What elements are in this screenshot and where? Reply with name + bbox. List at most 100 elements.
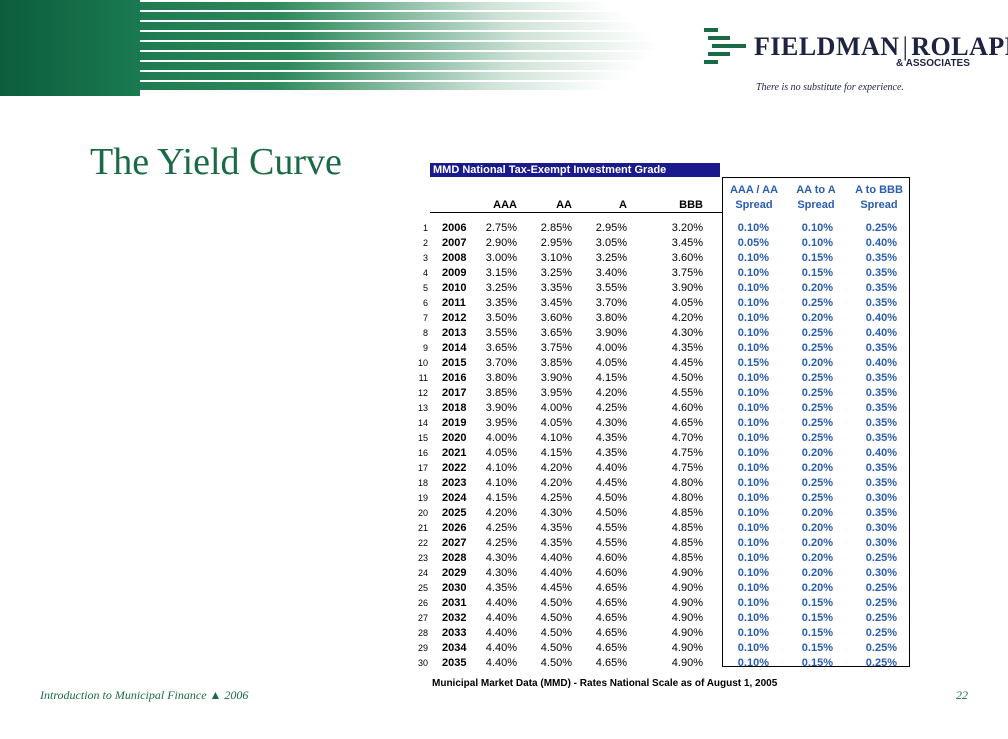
cell-s1: 0.10% — [737, 282, 769, 294]
cell-idx: 17 — [417, 463, 428, 473]
cell-a: 4.60% — [595, 567, 627, 579]
cell-aa: 4.15% — [540, 447, 572, 459]
header-stripe — [0, 82, 610, 90]
header-aa: AA — [556, 199, 572, 211]
cell-aa: 4.35% — [540, 522, 572, 534]
cell-bbb: 4.90% — [671, 612, 703, 624]
cell-s2: 0.20% — [801, 552, 833, 564]
cell-idx: 20 — [417, 508, 428, 518]
cell-s3: 0.25% — [865, 657, 897, 669]
cell-year: 2021 — [442, 447, 467, 459]
cell-s3: 0.30% — [865, 537, 897, 549]
cell-s3: 0.35% — [865, 507, 897, 519]
cell-s1: 0.10% — [737, 582, 769, 594]
table-row: 2 2007 2.90% 2.95% 3.05% 3.45% 0.05% 0.10% 0.40% — [412, 236, 912, 251]
cell-idx: 25 — [417, 583, 428, 593]
cell-aa: 4.40% — [540, 552, 572, 564]
cell-idx: 5 — [422, 283, 428, 293]
table-row: 30 2035 4.40% 4.50% 4.65% 4.90% 0.10% 0.15% 0.25… — [412, 656, 912, 671]
cell-s2: 0.20% — [801, 507, 833, 519]
header-stripe — [0, 2, 610, 10]
cell-a: 4.05% — [595, 357, 627, 369]
header-stripe — [0, 62, 640, 70]
cell-bbb: 3.60% — [671, 252, 703, 264]
table-row: 24 2029 4.30% 4.40% 4.60% 4.90% 0.10% 0.20% 0.30… — [412, 566, 912, 581]
table-row: 22 2027 4.25% 4.35% 4.55% 4.85% 0.10% 0.20% 0.30… — [412, 536, 912, 551]
cell-year: 2020 — [442, 432, 467, 444]
cell-year: 2030 — [442, 582, 467, 594]
cell-s3: 0.40% — [865, 357, 897, 369]
header-stripe — [0, 22, 640, 30]
cell-s1: 0.10% — [737, 327, 769, 339]
cell-year: 2022 — [442, 462, 467, 474]
cell-year: 2031 — [442, 597, 467, 609]
cell-s1: 0.05% — [737, 237, 769, 249]
cell-s3: 0.35% — [865, 462, 897, 474]
cell-s3: 0.35% — [865, 252, 897, 264]
cell-s1: 0.10% — [737, 447, 769, 459]
cell-year: 2032 — [442, 612, 467, 624]
cell-bbb: 4.80% — [671, 492, 703, 504]
cell-aa: 4.50% — [540, 657, 572, 669]
cell-aa: 4.50% — [540, 642, 572, 654]
table-row: 23 2028 4.30% 4.40% 4.60% 4.85% 0.10% 0.20% 0.25… — [412, 551, 912, 566]
spread-header-1-line1: AAA / AA — [729, 184, 779, 196]
cell-s1: 0.10% — [737, 342, 769, 354]
cell-a: 4.60% — [595, 552, 627, 564]
cell-a: 3.55% — [595, 282, 627, 294]
cell-s2: 0.25% — [801, 387, 833, 399]
cell-aa: 3.60% — [540, 312, 572, 324]
cell-aaa: 4.20% — [485, 507, 517, 519]
cell-aaa: 2.75% — [485, 222, 517, 234]
cell-aaa: 4.25% — [485, 537, 517, 549]
header-stripe — [0, 52, 652, 60]
header-stripe — [0, 72, 628, 80]
cell-idx: 29 — [417, 643, 428, 653]
cell-idx: 9 — [422, 343, 428, 353]
cell-a: 3.05% — [595, 237, 627, 249]
cell-a: 4.40% — [595, 462, 627, 474]
table-source: Municipal Market Data (MMD) - Rates Nati… — [432, 678, 778, 689]
cell-a: 4.30% — [595, 417, 627, 429]
cell-year: 2027 — [442, 537, 467, 549]
cell-a: 4.25% — [595, 402, 627, 414]
cell-idx: 28 — [417, 628, 428, 638]
cell-year: 2029 — [442, 567, 467, 579]
cell-aa: 4.10% — [540, 432, 572, 444]
cell-s1: 0.10% — [737, 312, 769, 324]
cell-idx: 18 — [417, 478, 428, 488]
cell-aa: 3.90% — [540, 372, 572, 384]
header-aaa: AAA — [493, 199, 517, 211]
cell-s2: 0.15% — [801, 642, 833, 654]
cell-bbb: 4.80% — [671, 477, 703, 489]
cell-year: 2017 — [442, 387, 467, 399]
cell-a: 4.65% — [595, 642, 627, 654]
cell-a: 3.80% — [595, 312, 627, 324]
cell-aa: 4.20% — [540, 477, 572, 489]
table-row: 15 2020 4.00% 4.10% 4.35% 4.70% 0.10% 0.25% 0.35… — [412, 431, 912, 446]
spread-header-3-line1: A to BBB — [855, 184, 903, 196]
logo-mark-icon — [704, 26, 748, 66]
cell-s3: 0.25% — [865, 612, 897, 624]
cell-s1: 0.10% — [737, 507, 769, 519]
cell-s3: 0.35% — [865, 372, 897, 384]
cell-a: 4.35% — [595, 432, 627, 444]
cell-aaa: 4.15% — [485, 492, 517, 504]
table-row: 18 2023 4.10% 4.20% 4.45% 4.80% 0.10% 0.25% 0.35… — [412, 476, 912, 491]
cell-year: 2026 — [442, 522, 467, 534]
cell-s1: 0.10% — [737, 657, 769, 669]
cell-s3: 0.35% — [865, 267, 897, 279]
cell-aaa: 4.40% — [485, 627, 517, 639]
cell-aa: 2.85% — [540, 222, 572, 234]
cell-s2: 0.10% — [801, 222, 833, 234]
cell-bbb: 4.90% — [671, 627, 703, 639]
cell-year: 2025 — [442, 507, 467, 519]
cell-idx: 16 — [417, 448, 428, 458]
cell-s3: 0.35% — [865, 282, 897, 294]
table-row: 11 2016 3.80% 3.90% 4.15% 4.50% 0.10% 0.25% 0.35… — [412, 371, 912, 386]
cell-idx: 3 — [422, 253, 428, 263]
cell-bbb: 4.90% — [671, 657, 703, 669]
footer-year: 2006 — [224, 688, 249, 702]
cell-s2: 0.25% — [801, 327, 833, 339]
cell-bbb: 4.45% — [671, 357, 703, 369]
